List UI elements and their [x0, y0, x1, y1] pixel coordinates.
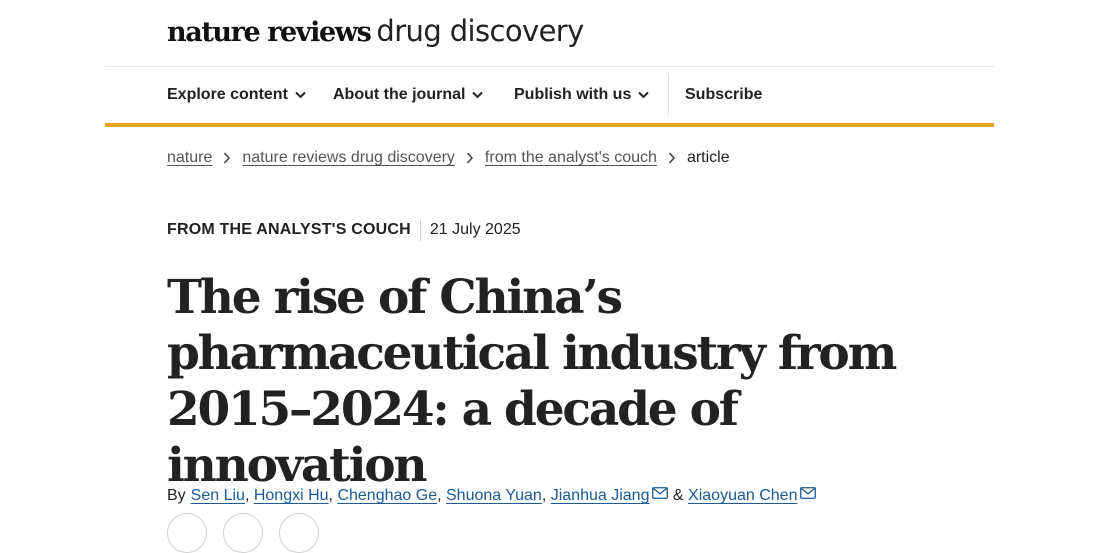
author-link[interactable]: Jianhua Jiang [550, 487, 650, 504]
author-link[interactable]: Sen Liu [190, 487, 245, 504]
chevron-right-icon [668, 152, 676, 164]
mail-icon[interactable] [652, 487, 669, 499]
breadcrumb-nature[interactable]: nature [167, 149, 213, 166]
author-separator: , [328, 487, 333, 504]
author-separator: , [541, 487, 547, 504]
chevron-down-icon [472, 91, 484, 99]
author-separator-and: & [672, 487, 684, 504]
share-button[interactable] [223, 513, 263, 553]
breadcrumb-journal[interactable]: nature reviews drug discovery [242, 149, 455, 166]
chevron-right-icon [223, 152, 231, 164]
author-list: By Sen Liu, Hongxi Hu, Chenghao Ge, Shuo… [167, 485, 817, 507]
logo-nature-reviews: nature reviews [167, 17, 372, 48]
nav-subscribe[interactable]: Subscribe [685, 86, 762, 104]
author-separator: , [437, 487, 442, 504]
author-link[interactable]: Chenghao Ge [337, 487, 438, 504]
journal-logo[interactable]: nature reviews drug discovery [167, 14, 584, 58]
publication-date: 21 July 2025 [429, 221, 521, 238]
main-nav: Explore content About the journal Publis… [105, 67, 994, 123]
meta-divider [419, 219, 421, 241]
author-link[interactable]: Shuona Yuan [446, 487, 542, 504]
header-divider [105, 66, 994, 67]
breadcrumb-current: article [686, 149, 730, 166]
author-link[interactable]: Xiaoyuan Chen [688, 487, 798, 504]
breadcrumb: nature nature reviews drug discovery fro… [167, 146, 730, 170]
nav-subscribe-label: Subscribe [685, 86, 763, 103]
nav-explore-label: Explore content [167, 86, 288, 103]
article-type: FROM THE ANALYST'S COUCH [167, 221, 411, 238]
chevron-down-icon [638, 91, 650, 99]
mail-icon[interactable] [800, 487, 817, 499]
nav-publish-with-us[interactable]: Publish with us [514, 86, 650, 104]
nav-accent-bar [105, 123, 994, 127]
nav-divider [668, 75, 669, 115]
article-title: The rise of China’s pharmaceutical indus… [167, 270, 897, 493]
nav-explore-content[interactable]: Explore content [167, 86, 306, 104]
chevron-right-icon [466, 152, 474, 164]
share-button[interactable] [279, 513, 319, 553]
by-label: By [167, 487, 186, 504]
breadcrumb-section[interactable]: from the analyst's couch [484, 149, 657, 166]
nav-publish-label: Publish with us [514, 86, 632, 103]
share-button[interactable] [167, 513, 207, 553]
article-meta: FROM THE ANALYST'S COUCH 21 July 2025 [167, 219, 521, 241]
nav-about-label: About the journal [333, 86, 466, 103]
chevron-down-icon [295, 91, 306, 99]
author-separator: , [244, 487, 250, 504]
logo-drug-discovery: drug discovery [376, 14, 584, 48]
nav-about-journal[interactable]: About the journal [333, 86, 484, 104]
author-link[interactable]: Hongxi Hu [253, 487, 329, 504]
